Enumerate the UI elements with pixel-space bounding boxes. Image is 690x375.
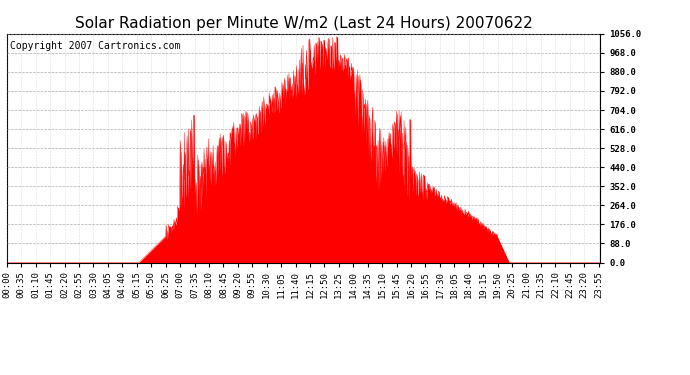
Title: Solar Radiation per Minute W/m2 (Last 24 Hours) 20070622: Solar Radiation per Minute W/m2 (Last 24… <box>75 16 533 31</box>
Text: Copyright 2007 Cartronics.com: Copyright 2007 Cartronics.com <box>10 40 180 51</box>
